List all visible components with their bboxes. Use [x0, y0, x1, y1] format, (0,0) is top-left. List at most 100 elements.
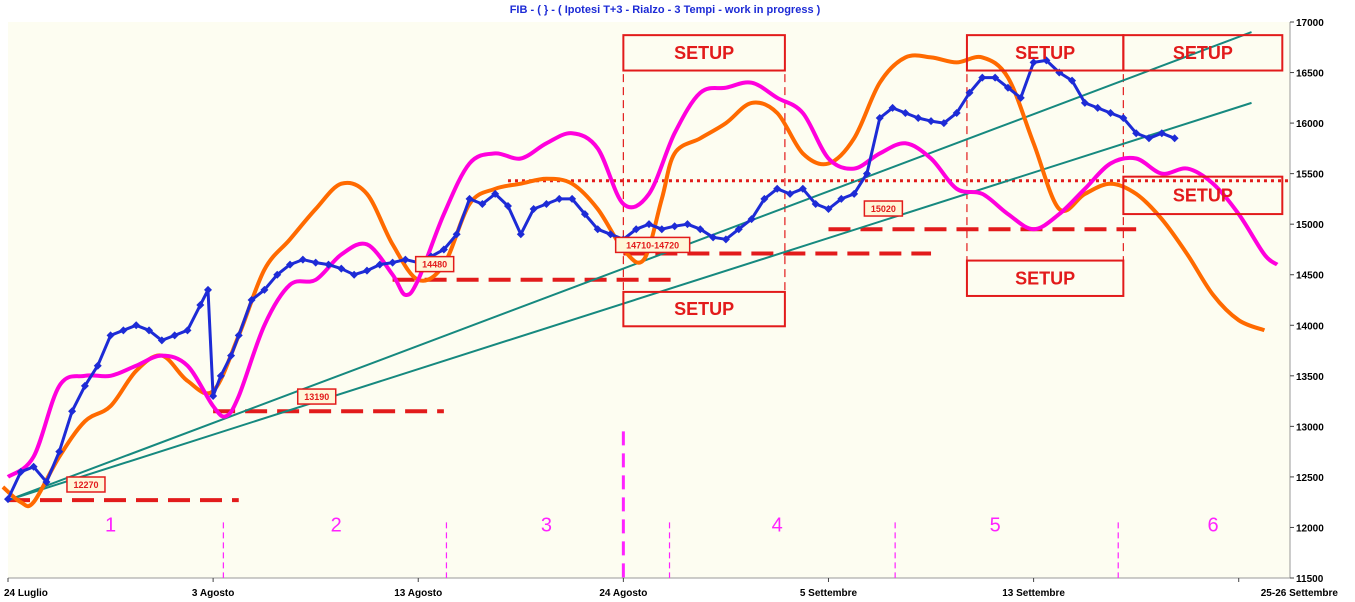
setup-label: SETUP	[1015, 43, 1075, 63]
price-point	[721, 235, 730, 244]
setup-label: SETUP	[674, 299, 734, 319]
price-point	[952, 108, 961, 117]
price-point	[862, 169, 871, 178]
price-point	[645, 220, 653, 229]
price-point	[914, 114, 923, 123]
plot-area	[8, 22, 1290, 578]
price-point	[337, 264, 346, 273]
price-point	[145, 326, 154, 335]
price-point	[183, 326, 192, 335]
setup-label: SETUP	[1173, 43, 1233, 63]
price-point	[798, 184, 807, 193]
price-point	[1157, 129, 1166, 138]
level-label-box	[414, 255, 455, 273]
price-point	[939, 119, 948, 128]
price-point	[362, 266, 371, 275]
price-point	[298, 255, 307, 264]
phase-label: 6	[1208, 514, 1219, 536]
price-point	[555, 194, 564, 203]
phase-label: 2	[331, 514, 342, 536]
level-label: 14480	[422, 260, 447, 270]
price-point	[1016, 93, 1025, 102]
magenta-series-line	[6, 80, 1279, 479]
price-series-line	[6, 58, 1176, 500]
y-tick-label: 12500	[1296, 473, 1324, 484]
level-label-box	[66, 476, 106, 493]
setup-label: SETUP	[674, 43, 734, 63]
price-point	[247, 296, 256, 304]
y-tick-label: 14000	[1296, 321, 1324, 332]
price-point	[93, 361, 102, 370]
x-tick-label: 25-26 Settembre	[1261, 588, 1339, 599]
price-point	[1029, 58, 1038, 67]
price-point	[234, 331, 243, 340]
price-point	[55, 447, 64, 456]
price-point	[773, 184, 782, 193]
price-point	[978, 73, 987, 82]
price-point	[991, 73, 1000, 82]
level-label-box	[296, 388, 337, 405]
price-point	[157, 336, 166, 345]
price-point	[927, 117, 936, 126]
level-label: 12270	[73, 480, 98, 490]
y-tick-label: 15000	[1296, 220, 1324, 231]
price-point	[170, 331, 179, 340]
y-tick-label: 16000	[1296, 119, 1324, 130]
setup-label: SETUP	[1173, 185, 1233, 205]
price-point	[747, 215, 756, 224]
price-point	[1042, 56, 1051, 65]
price-point	[824, 205, 833, 214]
level-label-box	[863, 200, 904, 217]
y-tick-label: 16500	[1296, 69, 1324, 80]
price-point	[452, 230, 461, 239]
price-point	[837, 194, 846, 203]
price-point	[227, 351, 236, 360]
price-point	[542, 199, 551, 208]
price-point	[901, 108, 910, 117]
level-label: 15020	[871, 204, 896, 214]
price-point	[203, 285, 212, 294]
price-point	[106, 331, 115, 340]
y-tick-label: 11500	[1296, 574, 1324, 585]
chart-title: FIB - ( } - ( Ipotesi T+3 - Rialzo - 3 T…	[509, 4, 821, 16]
price-point	[657, 225, 666, 234]
price-point	[606, 230, 615, 239]
price-point	[709, 233, 718, 242]
price-point	[4, 495, 12, 504]
price-point	[1093, 103, 1102, 112]
level-label: 13190	[304, 392, 329, 402]
price-point	[324, 260, 333, 269]
price-point	[388, 258, 397, 267]
price-point	[132, 321, 141, 330]
price-point	[439, 245, 448, 254]
price-point	[1106, 108, 1115, 117]
price-point	[68, 407, 77, 416]
price-point	[29, 462, 38, 471]
price-point	[850, 189, 859, 198]
price-point	[1132, 129, 1141, 138]
price-point	[311, 258, 320, 267]
price-point	[875, 114, 884, 123]
price-point	[632, 225, 641, 234]
price-point	[478, 199, 487, 208]
y-tick-label: 13500	[1296, 372, 1324, 383]
x-tick-label: 24 Luglio	[4, 588, 48, 599]
price-point	[491, 189, 500, 198]
price-point	[503, 201, 512, 210]
setup-box	[622, 34, 786, 72]
y-tick-label: 13000	[1296, 422, 1324, 433]
price-point	[760, 194, 769, 203]
price-point	[1170, 134, 1179, 143]
setup-box	[1122, 34, 1284, 72]
price-point	[375, 260, 384, 269]
price-point	[1119, 114, 1128, 123]
y-tick-label: 15500	[1296, 170, 1324, 181]
price-point	[216, 371, 225, 380]
setup-label: SETUP	[1015, 268, 1075, 288]
price-point	[580, 210, 589, 219]
phase-label: 1	[105, 514, 116, 536]
price-point	[1144, 134, 1153, 143]
setup-box	[965, 259, 1125, 297]
x-tick-label: 13 Settembre	[1002, 588, 1065, 599]
